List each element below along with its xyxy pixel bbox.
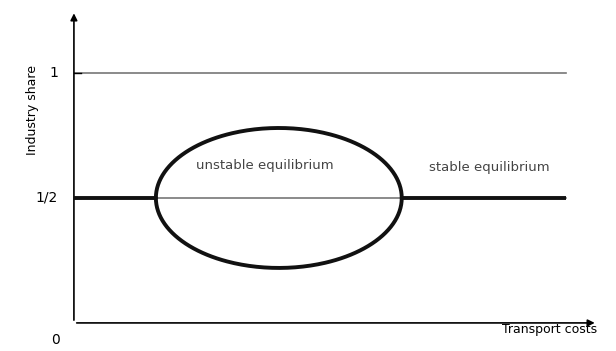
Text: 1/2: 1/2 bbox=[36, 191, 58, 205]
Text: unstable equilibrium: unstable equilibrium bbox=[197, 159, 334, 172]
Text: 1: 1 bbox=[49, 66, 58, 80]
Text: Industry share: Industry share bbox=[26, 66, 39, 155]
Text: stable equilibrium: stable equilibrium bbox=[429, 161, 549, 174]
Text: 0: 0 bbox=[52, 333, 60, 347]
Text: Transport costs: Transport costs bbox=[503, 323, 598, 336]
